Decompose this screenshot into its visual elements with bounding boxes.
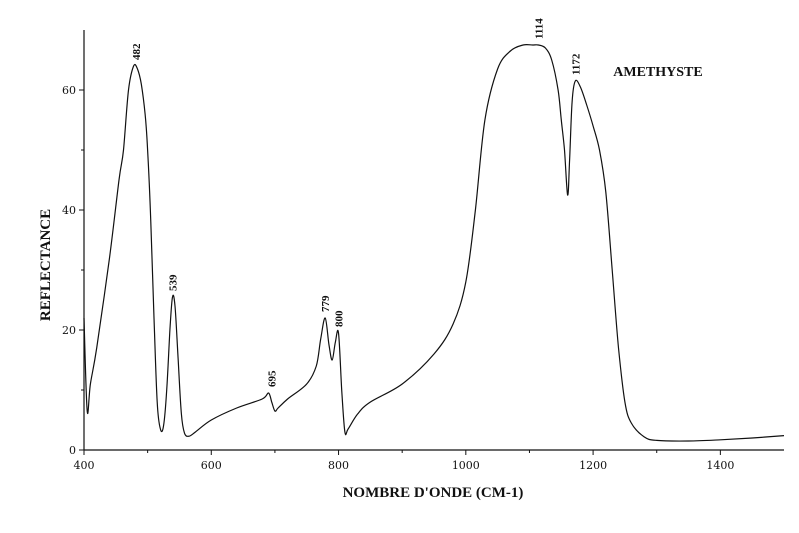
y-tick-label: 60 — [62, 84, 76, 97]
x-tick-label: 400 — [74, 459, 95, 472]
y-tick-label: 0 — [69, 444, 76, 457]
peak-label: 800 — [334, 310, 346, 327]
peak-label: 1114 — [533, 18, 545, 39]
ticks: 400 600 800 1000 1200 1400 0 20 40 60 — [62, 84, 734, 472]
peak-label: 779 — [320, 295, 332, 312]
x-axis-title: NOMBRE D'ONDE (CM-1) — [343, 485, 524, 501]
plot-area — [83, 43, 785, 442]
x-tick-label: 600 — [201, 459, 222, 472]
x-tick-label: 1200 — [579, 459, 607, 472]
chart-title: AMETHYSTE — [613, 65, 702, 80]
axes — [83, 30, 784, 451]
reflectance-series-line — [83, 43, 785, 442]
peak-label: 1172 — [570, 53, 582, 75]
peak-label: 482 — [131, 43, 143, 60]
y-axis-title: REFLECTANCE — [38, 209, 54, 321]
y-tick-label: 40 — [62, 204, 76, 217]
y-tick-label: 20 — [62, 324, 76, 337]
peak-label: 539 — [167, 274, 179, 291]
peak-label: 695 — [267, 370, 279, 387]
x-tick-label: 800 — [328, 459, 349, 472]
x-tick-label: 1400 — [706, 459, 734, 472]
x-tick-label: 1000 — [452, 459, 480, 472]
